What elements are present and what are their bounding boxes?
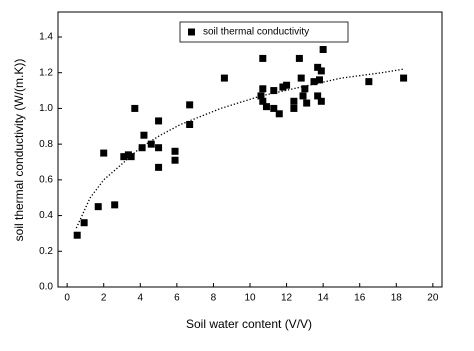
scatter-point xyxy=(140,131,148,139)
scatter-point xyxy=(315,76,323,84)
scatter-point xyxy=(186,101,194,109)
y-tick-label: 0.6 xyxy=(39,174,53,185)
scatter-point xyxy=(147,140,155,148)
y-tick-label: 0.2 xyxy=(39,246,53,257)
scatter-point xyxy=(290,97,298,105)
scatter-point xyxy=(283,81,291,89)
scatter-point xyxy=(94,203,102,211)
scatter-point xyxy=(131,104,139,112)
scatter-point xyxy=(310,78,318,86)
legend-label: soil thermal conductivity xyxy=(203,27,309,38)
scatter-point xyxy=(155,163,163,171)
scatter-point xyxy=(259,97,267,105)
x-tick-label: 0 xyxy=(64,293,70,304)
scatter-point xyxy=(317,97,325,105)
scatter-point xyxy=(155,117,163,125)
x-tick-label: 12 xyxy=(281,293,293,304)
scatter-point xyxy=(319,46,327,53)
scatter-point xyxy=(257,92,265,100)
legend-marker xyxy=(188,28,195,36)
scatter-point xyxy=(186,121,194,128)
scatter-point xyxy=(297,74,305,82)
scatter-point xyxy=(100,149,108,157)
x-tick-label: 4 xyxy=(138,293,144,304)
scatter-point xyxy=(171,156,179,164)
scatter-point xyxy=(270,104,278,112)
scatter-point xyxy=(127,153,135,161)
scatter-point xyxy=(270,87,278,95)
legend-box xyxy=(179,21,349,43)
x-tick-label: 16 xyxy=(354,293,366,304)
x-tick-label: 8 xyxy=(211,293,217,304)
scatter-point xyxy=(138,144,146,152)
scatter-point xyxy=(259,54,267,62)
x-tick-label: 20 xyxy=(427,293,439,304)
y-tick-label: 1.2 xyxy=(39,67,53,78)
x-tick-label: 14 xyxy=(318,293,330,304)
x-tick-label: 18 xyxy=(391,293,403,304)
scatter-point xyxy=(299,92,307,100)
scatter-point xyxy=(120,153,128,161)
scatter-point xyxy=(314,63,322,71)
scatter-point xyxy=(317,67,325,75)
x-tick-label: 2 xyxy=(101,293,107,304)
scatter-point xyxy=(73,231,81,239)
x-axis-title: Soil water content (V/V) xyxy=(186,317,312,331)
scatter-point xyxy=(400,74,408,82)
scatter-point xyxy=(295,54,303,62)
scatter-point xyxy=(171,147,179,155)
y-tick-label: 0.4 xyxy=(39,210,53,221)
scatter-point xyxy=(262,103,270,111)
scatter-point xyxy=(155,144,163,152)
scatter-point xyxy=(365,78,373,86)
plot-frame xyxy=(57,11,443,288)
x-tick-label: 10 xyxy=(244,293,256,304)
scatter-point xyxy=(80,219,88,227)
scatter-point xyxy=(279,83,287,91)
y-axis-title: soil thermal conductivity (W/(m.K)) xyxy=(12,59,26,242)
scatter-point xyxy=(303,99,311,107)
scatter-point xyxy=(111,201,119,209)
scatter-point xyxy=(220,74,228,82)
scatter-point xyxy=(301,85,309,93)
scatter-point xyxy=(290,104,298,112)
x-tick-label: 6 xyxy=(174,293,180,304)
scatter-point xyxy=(275,110,283,118)
scatter-point xyxy=(259,85,267,93)
y-tick-label: 1.0 xyxy=(39,103,53,114)
scatter-point xyxy=(314,92,322,100)
fit-curve xyxy=(75,68,404,229)
y-tick-label: 0.8 xyxy=(39,139,53,150)
y-tick-label: 0.0 xyxy=(39,282,53,293)
y-tick-label: 1.4 xyxy=(39,32,53,43)
